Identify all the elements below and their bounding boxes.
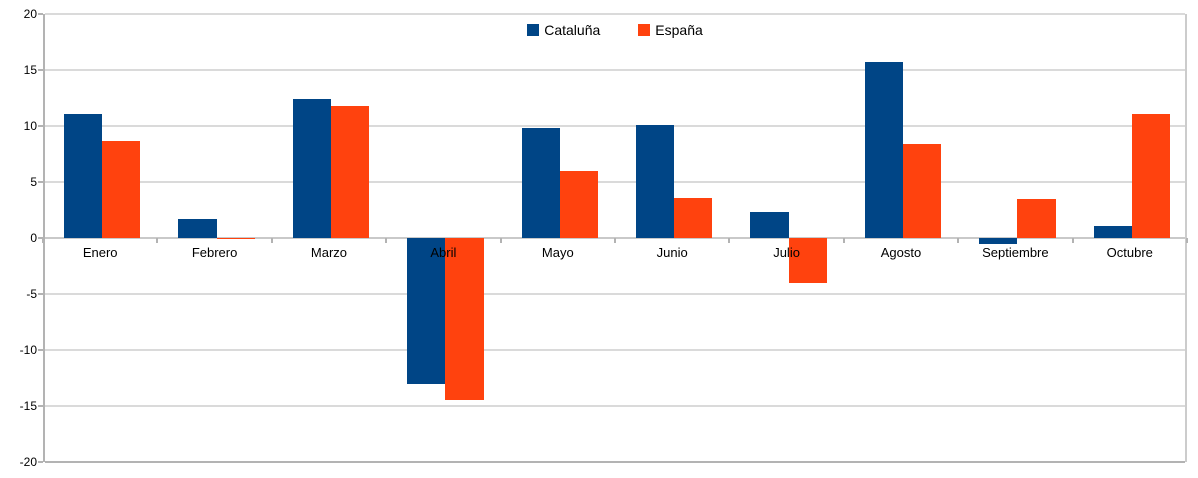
- bar-cataluña-junio: [636, 124, 675, 238]
- bar-españa-enero: [102, 140, 141, 238]
- legend-label-espana: España: [655, 22, 703, 38]
- y-axis-tick: [38, 13, 43, 15]
- bar-españa-junio: [674, 197, 713, 238]
- gridline-y--20: [45, 461, 1185, 463]
- y-axis-tick: [38, 405, 43, 407]
- bar-cataluña-mayo: [521, 128, 560, 238]
- y-axis-tick: [38, 461, 43, 463]
- legend-swatch-espana: [638, 24, 651, 36]
- y-axis-tick-label: 10: [23, 119, 37, 133]
- x-axis-category-label: Abril: [430, 245, 457, 260]
- x-axis-tick: [728, 238, 731, 243]
- gridline-y--15: [45, 405, 1185, 407]
- y-axis-tick: [38, 69, 43, 71]
- gridline-y--10: [45, 349, 1185, 351]
- y-axis-tick-label: 5: [30, 175, 37, 189]
- gridline-y--5: [45, 293, 1185, 295]
- y-axis-tick: [38, 349, 43, 351]
- y-axis-tick-label: 0: [30, 231, 37, 245]
- x-axis-category-label: Mayo: [541, 245, 574, 260]
- y-axis-tick-label: -5: [26, 287, 37, 301]
- y-axis-tick-label: 20: [23, 7, 37, 21]
- x-axis-tick: [1071, 238, 1074, 243]
- y-axis-tick-label: -20: [19, 455, 37, 469]
- bar-españa-febrero: [216, 238, 255, 240]
- bar-cataluña-septiembre: [979, 238, 1018, 244]
- x-axis-tick: [957, 238, 960, 243]
- x-axis-category-label: Junio: [656, 245, 688, 260]
- y-axis-tick-label: -15: [19, 399, 37, 413]
- x-axis-tick: [1186, 238, 1188, 243]
- bar-españa-mayo: [559, 170, 598, 238]
- plot-area: [43, 13, 1187, 463]
- x-axis-category-label: Enero: [82, 245, 118, 260]
- x-axis-category-label: Julio: [773, 245, 800, 260]
- y-axis-tick: [38, 293, 43, 295]
- y-axis-tick: [38, 181, 43, 183]
- x-axis-category-label: Febrero: [191, 245, 238, 260]
- bar-españa-marzo: [331, 105, 370, 238]
- gridline-y-10: [45, 125, 1185, 127]
- bar-españa-septiembre: [1017, 198, 1056, 238]
- legend-item-espana: España: [638, 22, 703, 38]
- x-axis-tick: [42, 238, 44, 243]
- bar-españa-octubre: [1131, 113, 1170, 238]
- legend-swatch-cataluna: [527, 24, 540, 36]
- x-axis-tick: [156, 238, 159, 243]
- y-axis-tick: [38, 125, 43, 127]
- chart-legend: Cataluña España: [43, 22, 1187, 38]
- bar-cataluña-febrero: [178, 218, 217, 238]
- gridline-y-5: [45, 181, 1185, 183]
- bar-españa-julio: [788, 238, 827, 283]
- x-axis-tick: [842, 238, 845, 243]
- x-axis-category-label: Septiembre: [982, 245, 1049, 260]
- x-axis-tick: [385, 238, 388, 243]
- x-axis-tick: [499, 238, 502, 243]
- y-axis-tick-label: 15: [23, 63, 37, 77]
- x-axis-tick: [614, 238, 616, 243]
- y-axis-tick: [38, 237, 43, 239]
- bar-cataluña-abril: [407, 238, 446, 384]
- x-axis-category-label: Marzo: [310, 245, 348, 260]
- gridline-y-20: [45, 13, 1185, 15]
- bar-cataluña-marzo: [292, 99, 331, 238]
- x-axis-tick: [270, 238, 273, 243]
- x-axis-category-label: Octubre: [1106, 245, 1153, 260]
- bar-cataluña-julio: [750, 212, 789, 238]
- bar-cataluña-octubre: [1093, 225, 1132, 238]
- x-axis-category-label: Agosto: [880, 245, 922, 260]
- bar-españa-abril: [445, 238, 484, 401]
- y-axis-tick-label: -10: [19, 343, 37, 357]
- bar-españa-agosto: [903, 143, 942, 238]
- gridline-y-15: [45, 69, 1185, 71]
- bar-cataluña-enero: [64, 113, 103, 238]
- bar-cataluña-agosto: [864, 62, 903, 238]
- legend-label-cataluna: Cataluña: [544, 22, 601, 38]
- legend-item-cataluna: Cataluña: [527, 22, 600, 38]
